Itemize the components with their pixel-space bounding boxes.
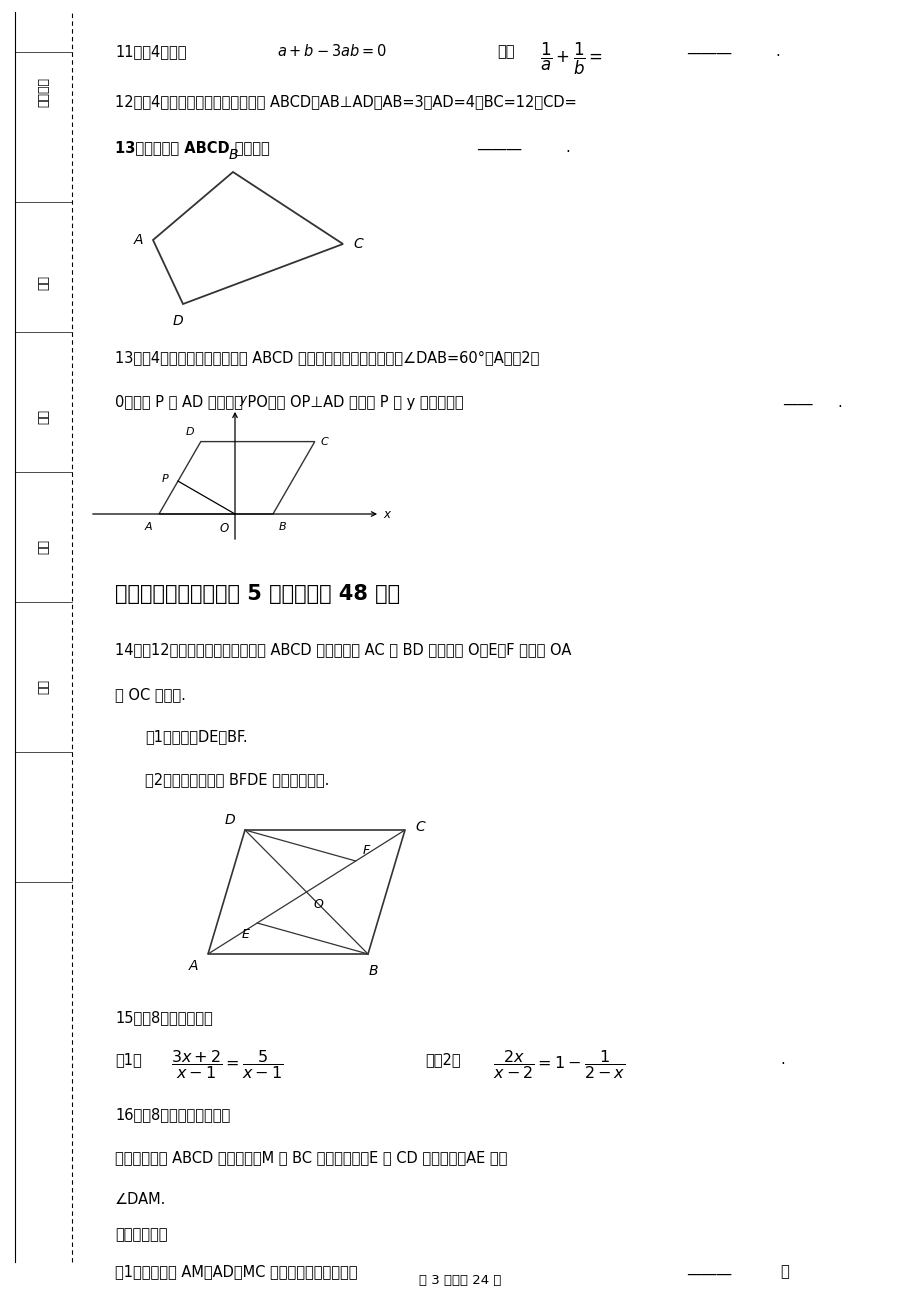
Text: A: A bbox=[144, 522, 152, 533]
Text: ；: ； bbox=[779, 1264, 788, 1279]
Text: O: O bbox=[313, 898, 323, 911]
Text: .: . bbox=[564, 141, 569, 155]
Text: .: . bbox=[774, 44, 779, 59]
Text: 13、（4分）如图，平行四边形 ABCD 在平面直角坐标系中，已知∠DAB=60°，A（－2，: 13、（4分）如图，平行四边形 ABCD 在平面直角坐标系中，已知∠DAB=60… bbox=[115, 350, 539, 365]
Text: B: B bbox=[278, 522, 287, 533]
Text: 和 OC 的中点.: 和 OC 的中点. bbox=[115, 687, 186, 702]
Text: y: y bbox=[239, 393, 245, 406]
Text: B: B bbox=[228, 148, 237, 161]
Text: ______: ______ bbox=[686, 39, 731, 53]
Text: 14、（12分）如图，在平行四边形 ABCD 中，对角线 AC 与 BD 相交于点 O，E，F 分别是 OA: 14、（12分）如图，在平行四边形 ABCD 中，对角线 AC 与 BD 相交于… bbox=[115, 642, 571, 658]
Text: ∠DAM.: ∠DAM. bbox=[115, 1193, 166, 1207]
Text: 12、（4分）如图，有一四边形空地 ABCD，AB⊥AD，AB=3，AD=4，BC=12，CD=: 12、（4分）如图，有一四边形空地 ABCD，AB⊥AD，AB=3，AD=4，B… bbox=[115, 94, 576, 109]
Text: $\dfrac{3x+2}{x-1}=\dfrac{5}{x-1}$: $\dfrac{3x+2}{x-1}=\dfrac{5}{x-1}$ bbox=[171, 1048, 283, 1081]
Text: 15、（8分）解方程：: 15、（8分）解方程： bbox=[115, 1010, 212, 1025]
Text: ____: ____ bbox=[782, 391, 811, 405]
Text: .: . bbox=[836, 395, 841, 410]
Text: ______: ______ bbox=[686, 1260, 731, 1275]
Text: 准考证号: 准考证号 bbox=[37, 77, 50, 107]
Text: B: B bbox=[368, 963, 378, 978]
Text: D: D bbox=[186, 427, 195, 436]
Text: F: F bbox=[362, 844, 369, 857]
Text: C: C bbox=[321, 436, 328, 447]
Text: ，则: ，则 bbox=[496, 44, 514, 59]
Text: （1）求证：DE＝BF.: （1）求证：DE＝BF. bbox=[145, 729, 247, 743]
Text: D: D bbox=[173, 314, 183, 328]
Text: C: C bbox=[353, 237, 362, 251]
Text: x: x bbox=[382, 508, 390, 521]
Text: 考场: 考场 bbox=[37, 275, 50, 289]
Text: （探究展示）: （探究展示） bbox=[115, 1226, 167, 1242]
Text: ；（2）: ；（2） bbox=[425, 1052, 460, 1068]
Text: ______: ______ bbox=[476, 135, 521, 150]
Text: 如图，四边形 ABCD 是正方形，M 是 BC 边上的一点，E 是 CD 边的中点，AE 平分: 如图，四边形 ABCD 是正方形，M 是 BC 边上的一点，E 是 CD 边的中… bbox=[115, 1150, 506, 1165]
Text: E: E bbox=[241, 928, 249, 941]
Text: 11、（4分）若: 11、（4分）若 bbox=[115, 44, 187, 59]
Text: A: A bbox=[188, 960, 198, 973]
Text: 第 3 页，共 24 页: 第 3 页，共 24 页 bbox=[418, 1273, 501, 1286]
Text: 16、（8分）（问题情境）: 16、（8分）（问题情境） bbox=[115, 1107, 230, 1122]
Text: 班级: 班级 bbox=[37, 539, 50, 555]
Text: .: . bbox=[779, 1052, 784, 1068]
Text: 0），点 P 在 AD 上，连接 PO，当 OP⊥AD 时，点 P 到 y 轴的距离为: 0），点 P 在 AD 上，连接 PO，当 OP⊥AD 时，点 P 到 y 轴的… bbox=[115, 395, 463, 410]
Text: 13，则四边形 ABCD 的面积为: 13，则四边形 ABCD 的面积为 bbox=[115, 141, 269, 155]
Text: 姓名: 姓名 bbox=[37, 410, 50, 424]
Text: A: A bbox=[133, 233, 142, 247]
Text: 学校: 学校 bbox=[37, 680, 50, 694]
Text: O: O bbox=[220, 522, 229, 535]
Text: $\dfrac{1}{a}+\dfrac{1}{b}=$: $\dfrac{1}{a}+\dfrac{1}{b}=$ bbox=[539, 40, 603, 77]
Text: $\dfrac{2x}{x-2}=1-\dfrac{1}{2-x}$: $\dfrac{2x}{x-2}=1-\dfrac{1}{2-x}$ bbox=[493, 1048, 625, 1081]
Text: 三、解答题（本大题共 5 个小题，共 48 分）: 三、解答题（本大题共 5 个小题，共 48 分） bbox=[115, 585, 400, 604]
Text: P: P bbox=[161, 474, 168, 484]
Text: D: D bbox=[224, 812, 234, 827]
Text: $a+b-3ab=0$: $a+b-3ab=0$ bbox=[277, 43, 387, 59]
Text: （2）求证：四边形 BFDE 是平行四边形.: （2）求证：四边形 BFDE 是平行四边形. bbox=[145, 772, 329, 786]
Text: C: C bbox=[414, 820, 425, 835]
Text: （1）: （1） bbox=[115, 1052, 142, 1068]
Text: （1）直接写出 AM、AD、MC 三条线段的数量关系：: （1）直接写出 AM、AD、MC 三条线段的数量关系： bbox=[115, 1264, 357, 1279]
